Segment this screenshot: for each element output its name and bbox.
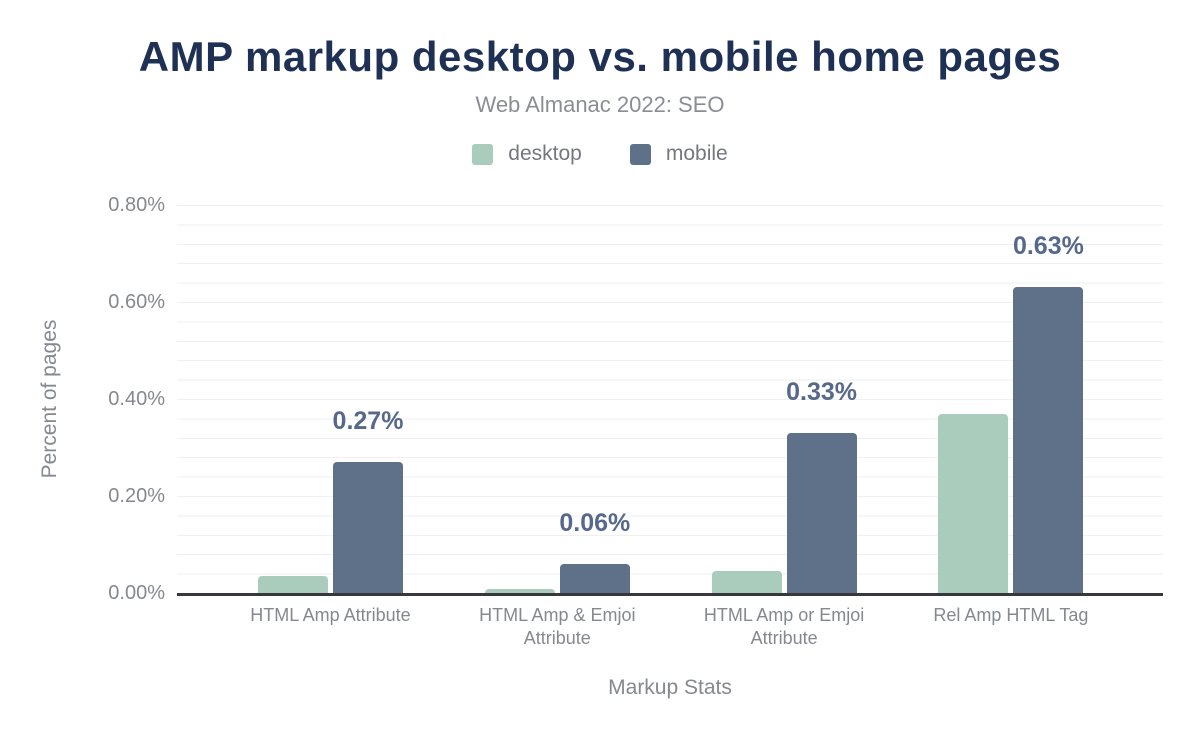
legend-label-mobile: mobile	[665, 142, 728, 165]
category-label: HTML Amp Attribute	[250, 605, 411, 625]
bar-value-label: 0.63%	[1012, 232, 1084, 261]
chart-subtitle: Web Almanac 2022: SEO	[475, 92, 725, 117]
x-axis-title: Markup Stats	[608, 676, 732, 699]
legend: desktop mobile	[0, 142, 1200, 166]
x-axis-baseline	[177, 593, 1163, 596]
bar-desktop[interactable]	[258, 576, 328, 593]
chart-title: AMP markup desktop vs. mobile home pages	[138, 33, 1062, 80]
bar-mobile[interactable]	[559, 563, 630, 593]
category-label: HTML Amp & Emjoi Attribute	[479, 605, 636, 648]
bar-value-label: 0.33%	[786, 377, 858, 406]
bar-desktop[interactable]	[711, 571, 782, 593]
plot-area: 0.27% 0.06% 0.33% 0.63%	[177, 205, 1163, 593]
category-label: HTML Amp or Emjoi Attribute	[703, 605, 865, 648]
legend-label-desktop: desktop	[508, 142, 582, 165]
legend-item-mobile[interactable]: mobile	[629, 142, 728, 166]
legend-item-desktop[interactable]: desktop	[472, 142, 582, 166]
bar-value-label: 0.27%	[332, 407, 404, 436]
y-tick-label: 0.00%	[108, 582, 165, 604]
desktop-swatch-icon	[472, 143, 494, 165]
bar-mobile[interactable]	[1013, 287, 1084, 593]
bar-mobile[interactable]	[333, 462, 403, 593]
y-tick-label: 0.60%	[108, 291, 165, 313]
mobile-swatch-icon	[629, 143, 651, 165]
bar-mobile[interactable]	[786, 432, 857, 593]
bar-desktop[interactable]	[938, 413, 1009, 593]
y-tick-label: 0.20%	[108, 485, 165, 507]
category-label: Rel Amp HTML Tag	[933, 605, 1089, 625]
y-tick-label: 0.80%	[108, 194, 165, 216]
bar-desktop[interactable]	[484, 589, 555, 593]
bar-value-label: 0.06%	[559, 508, 631, 537]
y-tick-label: 0.40%	[108, 388, 165, 410]
